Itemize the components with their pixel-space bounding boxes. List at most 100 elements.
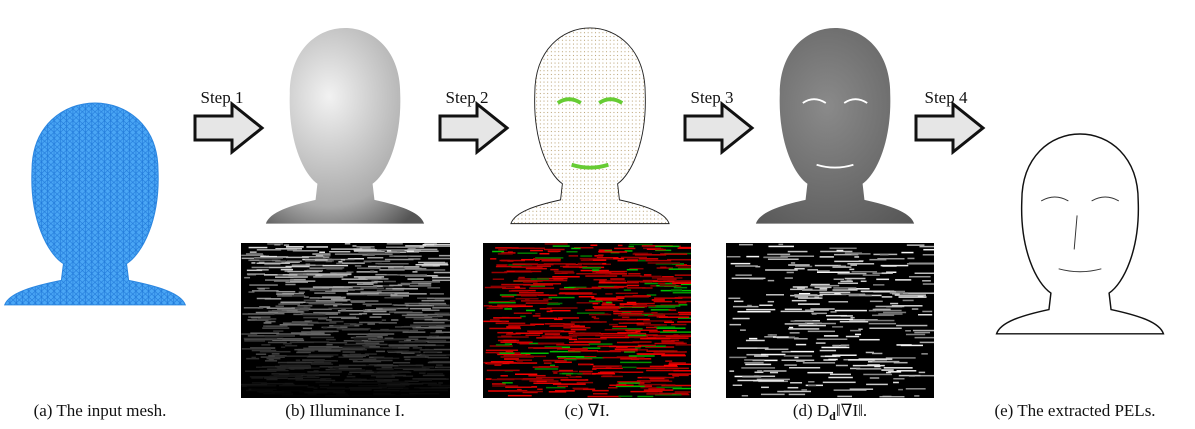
noise-streak [601, 304, 615, 306]
noise-streak [257, 263, 290, 265]
noise-streak [627, 302, 636, 304]
noise-streak [428, 258, 450, 260]
noise-streak [597, 346, 602, 348]
figure: Step 1 Step 2 Step 3 Step 4 (a) The inpu… [0, 0, 1195, 429]
noise-streak [828, 359, 837, 361]
noise-streak [543, 298, 552, 300]
noise-streak [823, 382, 856, 384]
noise-streak [409, 285, 431, 287]
noise-streak [263, 325, 283, 327]
noise-streak [438, 367, 450, 369]
noise-streak [914, 395, 919, 397]
noise-streak [923, 283, 934, 285]
noise-streak [404, 359, 410, 361]
noise-streak [893, 378, 904, 380]
noise-streak [657, 387, 682, 389]
noise-streak [635, 347, 641, 349]
noise-streak [363, 311, 386, 313]
noise-streak [496, 264, 507, 266]
noise-streak [421, 349, 434, 351]
noise-streak [414, 250, 439, 252]
noise-streak [795, 296, 808, 298]
noise-streak [564, 287, 576, 289]
noise-streak [582, 267, 601, 269]
noise-streak [370, 271, 374, 273]
noise-streak [251, 377, 263, 379]
noise-streak [486, 378, 492, 380]
noise-streak [325, 395, 349, 397]
noise-streak [668, 373, 691, 375]
noise-streak [416, 264, 449, 266]
noise-streak [785, 277, 793, 279]
noise-streak [894, 362, 908, 364]
noise-streak [519, 292, 544, 294]
noise-streak [828, 377, 852, 379]
noise-streak [275, 392, 291, 394]
noise-streak [808, 331, 835, 333]
noise-streak [923, 254, 934, 256]
noise-streak [272, 260, 281, 262]
noise-streak [651, 309, 671, 311]
noise-streak [291, 395, 321, 397]
noise-streak [350, 389, 372, 391]
noise-streak [284, 244, 289, 246]
noise-streak [598, 254, 603, 256]
noise-streak [281, 302, 306, 304]
noise-streak [406, 305, 434, 307]
noise-streak [427, 287, 440, 289]
noise-streak [241, 384, 267, 386]
gradient-map [483, 243, 691, 398]
noise-streak [603, 357, 631, 359]
noise-streak [878, 313, 902, 315]
noise-streak [768, 301, 774, 303]
noise-streak [680, 334, 691, 336]
noise-streak [401, 352, 414, 354]
noise-streak [359, 328, 363, 330]
noise-streak [395, 326, 402, 328]
noise-streak [759, 305, 772, 307]
noise-streak [733, 318, 750, 320]
noise-streak [374, 390, 400, 392]
noise-streak [409, 393, 418, 395]
noise-streak [354, 249, 377, 251]
noise-streak [629, 244, 652, 246]
noise-streak [370, 379, 375, 381]
noise-streak [646, 350, 677, 352]
noise-streak [833, 345, 839, 347]
noise-streak [593, 303, 599, 305]
noise-streak [438, 382, 443, 384]
noise-streak [294, 349, 304, 351]
noise-streak [669, 309, 677, 311]
noise-streak [620, 304, 636, 306]
noise-streak [645, 334, 658, 336]
noise-streak [745, 364, 771, 366]
noise-streak [529, 287, 554, 289]
noise-streak [850, 388, 873, 390]
noise-streak [678, 302, 686, 304]
noise-streak [368, 333, 394, 335]
noise-streak [315, 259, 328, 261]
noise-streak [311, 362, 332, 364]
noise-streak [316, 255, 323, 256]
noise-streak [435, 332, 450, 334]
noise-streak [569, 342, 601, 344]
caption: (b) Illuminance I. [285, 401, 404, 420]
noise-streak [399, 365, 424, 367]
noise-streak [626, 333, 646, 335]
noise-streak [409, 255, 422, 257]
noise-streak [331, 349, 363, 351]
noise-streak [778, 244, 783, 246]
noise-streak [409, 336, 432, 338]
noise-streak [342, 262, 365, 264]
noise-streak [277, 295, 292, 297]
noise-streak [380, 329, 388, 331]
noise-streak [265, 360, 277, 362]
caption-part: (d) D [793, 401, 829, 420]
noise-streak [256, 353, 266, 355]
noise-streak [674, 287, 687, 289]
noise-streak [436, 364, 443, 366]
noise-streak [664, 322, 674, 324]
noise-streak [303, 317, 328, 319]
noise-streak [500, 375, 507, 377]
noise-streak [341, 318, 359, 320]
